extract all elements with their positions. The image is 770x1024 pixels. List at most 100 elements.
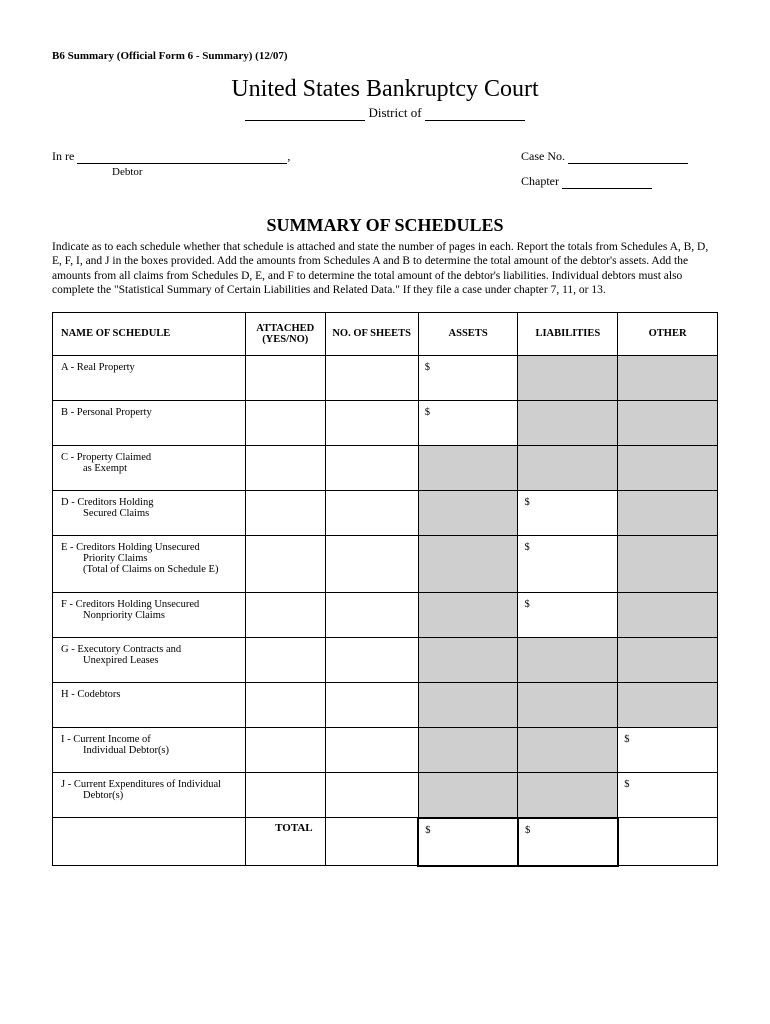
assets-cell: [418, 490, 518, 535]
table-row: A - Real Property $: [53, 355, 718, 400]
case-right: Case No. Chapter: [521, 149, 688, 189]
district-blank-right[interactable]: [425, 108, 525, 121]
attached-cell[interactable]: [245, 772, 325, 818]
assets-cell[interactable]: $: [418, 355, 518, 400]
court-title: United States Bankruptcy Court: [52, 76, 718, 103]
other-cell: [618, 535, 718, 592]
schedule-name-sub: Priority Claims: [61, 553, 239, 564]
table-row: C - Property Claimedas Exempt: [53, 445, 718, 490]
chapter-label: Chapter: [521, 174, 559, 188]
table-header-row: NAME OF SCHEDULE ATTACHED (YES/NO) NO. O…: [53, 312, 718, 355]
header-liabilities: LIABILITIES: [518, 312, 618, 355]
total-sheets-box[interactable]: [325, 818, 418, 866]
case-no-line: Case No.: [521, 149, 688, 164]
header-sheets: NO. OF SHEETS: [325, 312, 418, 355]
header-assets: ASSETS: [418, 312, 518, 355]
table-row: H - Codebtors: [53, 682, 718, 727]
assets-cell[interactable]: $: [418, 400, 518, 445]
in-re-comma: ,: [287, 149, 290, 163]
sheets-cell[interactable]: [325, 772, 418, 818]
attached-cell[interactable]: [245, 445, 325, 490]
sheets-cell[interactable]: [325, 637, 418, 682]
sheets-cell[interactable]: [325, 592, 418, 637]
total-row: TOTAL $ $: [53, 818, 718, 866]
case-no-blank[interactable]: [568, 151, 688, 164]
liabilities-cell: [518, 355, 618, 400]
liabilities-cell: [518, 637, 618, 682]
chapter-blank[interactable]: [562, 176, 652, 189]
sheets-cell[interactable]: [325, 490, 418, 535]
sheets-cell[interactable]: [325, 400, 418, 445]
schedule-name-main: D - Creditors Holding: [61, 497, 239, 508]
other-cell[interactable]: $: [618, 727, 718, 772]
liabilities-cell: [518, 772, 618, 818]
liabilities-cell: [518, 682, 618, 727]
schedules-table: NAME OF SCHEDULE ATTACHED (YES/NO) NO. O…: [52, 312, 718, 867]
schedule-name-sub2: (Total of Claims on Schedule E): [61, 564, 239, 575]
sheets-cell[interactable]: [325, 445, 418, 490]
total-spacer-2: [618, 818, 718, 866]
district-blank-left[interactable]: [245, 108, 365, 121]
table-row: G - Executory Contracts andUnexpired Lea…: [53, 637, 718, 682]
table-row: I - Current Income ofIndividual Debtor(s…: [53, 727, 718, 772]
attached-cell[interactable]: [245, 592, 325, 637]
schedule-name-cell: A - Real Property: [53, 355, 246, 400]
liabilities-cell[interactable]: $: [518, 490, 618, 535]
assets-cell: [418, 637, 518, 682]
schedule-name-main: I - Current Income of: [61, 734, 239, 745]
schedule-name-sub: Unexpired Leases: [61, 655, 239, 666]
header-name: NAME OF SCHEDULE: [53, 312, 246, 355]
liabilities-cell[interactable]: $: [518, 592, 618, 637]
district-label: District of: [368, 105, 421, 120]
schedule-name-cell: B - Personal Property: [53, 400, 246, 445]
case-block: In re , Debtor Case No. Chapter: [52, 149, 718, 189]
table-body: A - Real Property $ B - Personal Property $…: [53, 355, 718, 818]
schedule-name-main: C - Property Claimed: [61, 452, 239, 463]
other-cell: [618, 400, 718, 445]
sheets-cell[interactable]: [325, 727, 418, 772]
attached-cell[interactable]: [245, 637, 325, 682]
liabilities-cell: [518, 727, 618, 772]
total-spacer-1: [53, 818, 246, 866]
schedule-name-sub: Individual Debtor(s): [61, 745, 239, 756]
schedule-name-main: A - Real Property: [61, 362, 239, 373]
case-left: In re , Debtor: [52, 149, 290, 189]
schedule-name-sub: as Exempt: [61, 463, 239, 474]
other-cell[interactable]: $: [618, 772, 718, 818]
chapter-line: Chapter: [521, 174, 688, 189]
liabilities-cell: [518, 445, 618, 490]
schedule-name-main: H - Codebtors: [61, 689, 239, 700]
assets-cell: [418, 682, 518, 727]
total-assets-box[interactable]: $: [418, 818, 518, 866]
table-row: F - Creditors Holding UnsecuredNonpriori…: [53, 592, 718, 637]
assets-cell: [418, 535, 518, 592]
schedule-name-main: F - Creditors Holding Unsecured: [61, 599, 239, 610]
in-re-label: In re: [52, 149, 74, 163]
sheets-cell[interactable]: [325, 682, 418, 727]
schedule-name-cell: I - Current Income ofIndividual Debtor(s…: [53, 727, 246, 772]
attached-cell[interactable]: [245, 355, 325, 400]
schedule-name-cell: F - Creditors Holding UnsecuredNonpriori…: [53, 592, 246, 637]
attached-cell[interactable]: [245, 400, 325, 445]
attached-cell[interactable]: [245, 535, 325, 592]
assets-cell: [418, 772, 518, 818]
schedule-name-cell: G - Executory Contracts andUnexpired Lea…: [53, 637, 246, 682]
schedule-name-cell: J - Current Expenditures of IndividualDe…: [53, 772, 246, 818]
case-no-label: Case No.: [521, 149, 565, 163]
schedule-name-sub: Debtor(s): [61, 790, 239, 801]
sheets-cell[interactable]: [325, 535, 418, 592]
other-cell: [618, 490, 718, 535]
sheets-cell[interactable]: [325, 355, 418, 400]
in-re-blank[interactable]: [77, 151, 287, 164]
table-row: J - Current Expenditures of IndividualDe…: [53, 772, 718, 818]
attached-cell[interactable]: [245, 727, 325, 772]
attached-cell[interactable]: [245, 490, 325, 535]
debtor-label: Debtor: [112, 166, 290, 178]
other-cell: [618, 592, 718, 637]
schedule-name-main: B - Personal Property: [61, 407, 239, 418]
total-liabilities-box[interactable]: $: [518, 818, 618, 866]
schedule-name-cell: D - Creditors HoldingSecured Claims: [53, 490, 246, 535]
header-other: OTHER: [618, 312, 718, 355]
liabilities-cell[interactable]: $: [518, 535, 618, 592]
attached-cell[interactable]: [245, 682, 325, 727]
